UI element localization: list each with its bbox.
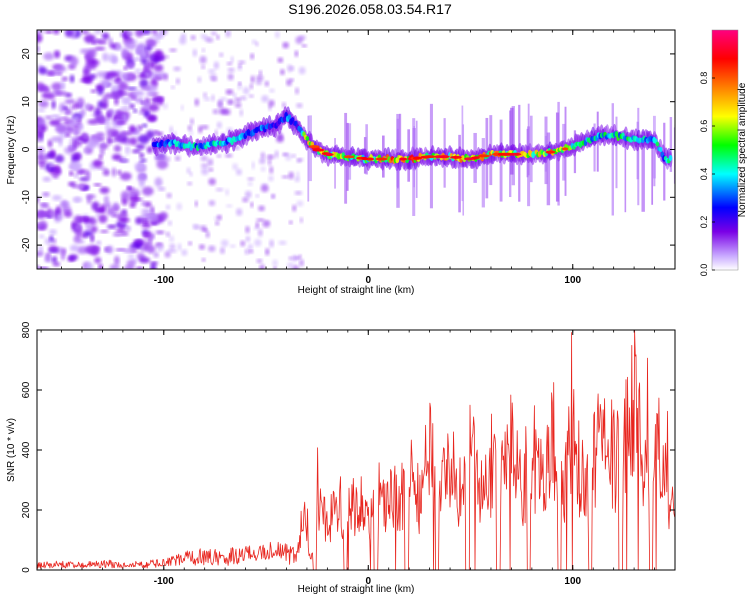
x-tick-label: 0 [365,275,371,286]
chart-title: S196.2026.058.03.54.R17 [288,1,452,17]
colorbar-ticks: 0.0 0.2 0.4 0.6 0.8 [699,72,715,277]
y-tick-label: 600 [21,381,32,398]
x-tick-label: 100 [564,576,581,587]
y-tick-label: 20 [21,48,32,60]
x-tick-label: 100 [564,275,581,286]
colorbar-label: Normalized spectral amplitude [737,82,748,217]
snr-panel: -100 0 100 0 200 400 600 800 Height of straight… [6,321,676,595]
colorbar-tick-label: 0.6 [699,120,709,133]
y-tick-label: 0 [21,567,32,573]
snr-axes: -100 0 100 0 200 400 600 800 [21,321,676,587]
y-tick-label: 10 [21,96,32,108]
y-tick-label: -20 [21,237,32,252]
colorbar: 0.0 0.2 0.4 0.6 0.8 Normalized spectral ampl… [699,29,748,277]
colorbar-tick-label: 0.8 [699,72,709,85]
snr-y-label: SNR (10 * v/v) [6,418,17,482]
snr-x-label: Height of straight line (km) [298,584,415,595]
colorbar-gradient [711,29,739,271]
spectrogram-y-label: Frequency (Hz) [6,116,17,185]
y-tick-label: 200 [21,501,32,518]
colorbar-tick-label: 0.0 [699,264,709,277]
x-tick-label: -100 [154,576,174,587]
spectrogram-x-label: Height of straight line (km) [298,285,415,296]
y-tick-label: 400 [21,441,32,458]
x-tick-label: -100 [154,275,174,286]
snr-line [37,330,675,570]
x-tick-label: 0 [365,576,371,587]
y-tick-label: -10 [21,190,32,205]
y-tick-label: 0 [21,146,32,152]
y-tick-label: 800 [21,321,32,338]
spectrogram-image [37,30,675,269]
colorbar-tick-label: 0.2 [699,216,709,229]
colorbar-tick-label: 0.4 [699,168,709,181]
